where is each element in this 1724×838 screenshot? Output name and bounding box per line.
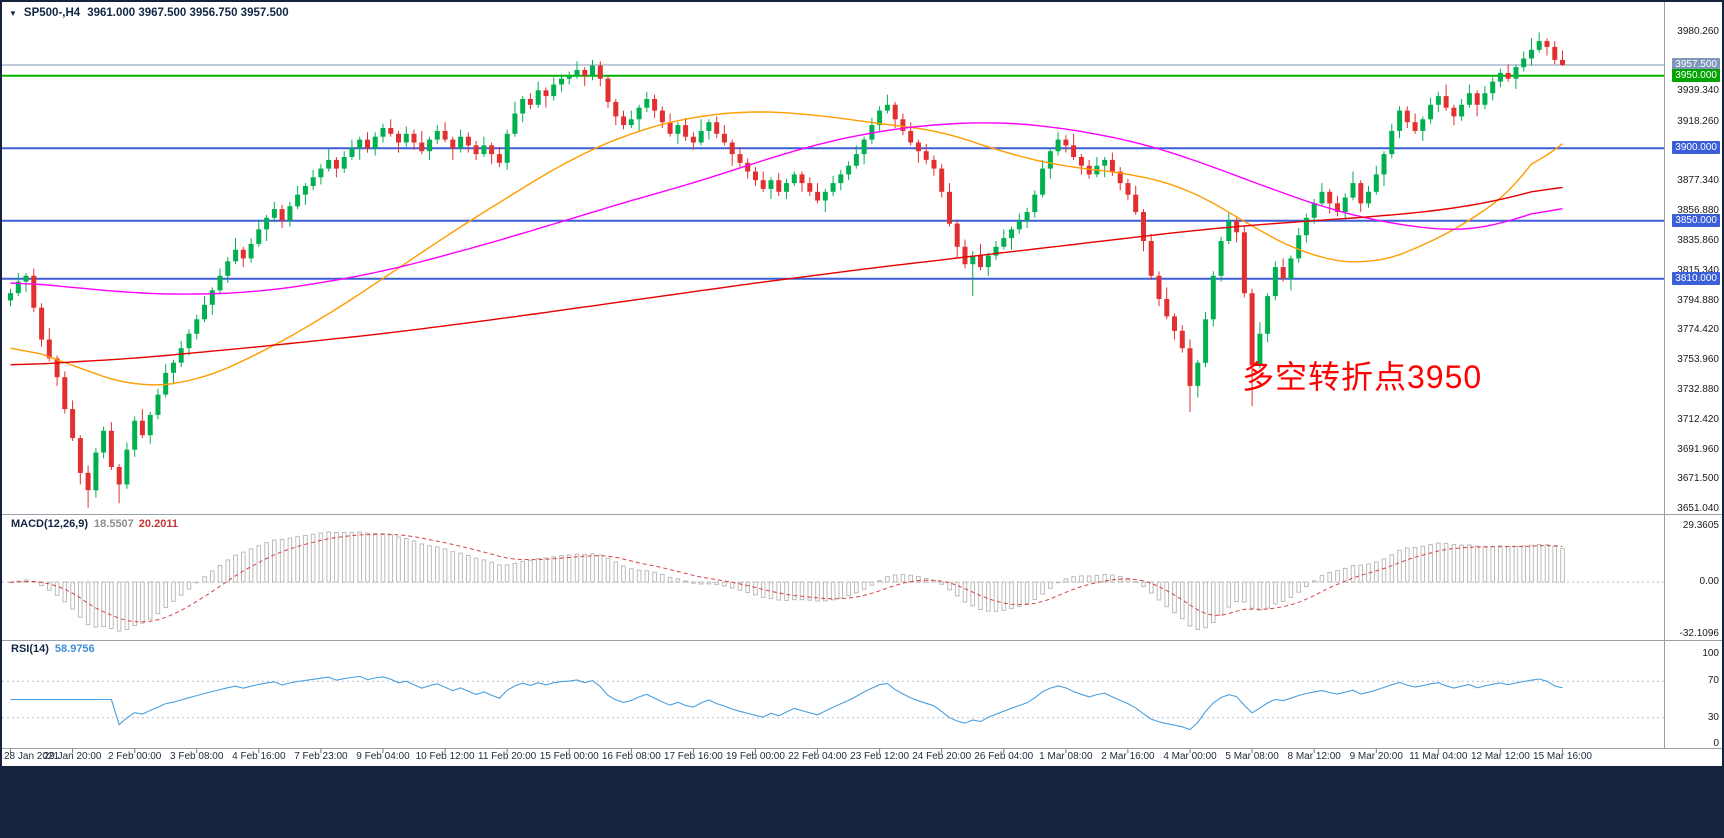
- macd-indicator-header: MACD(12,26,9) 18.5507 20.2011: [11, 518, 178, 530]
- time-axis-label: 29 Jan 20:00: [43, 751, 102, 762]
- axis-label: 29.3605: [1682, 520, 1719, 531]
- time-axis-label: 4 Feb 16:00: [232, 751, 286, 762]
- axis-label: 100: [1702, 648, 1719, 659]
- time-axis-label: 5 Mar 08:00: [1225, 751, 1279, 762]
- axis-label: 3691.960: [1677, 443, 1719, 455]
- time-axis-label: 15 Feb 00:00: [539, 751, 599, 762]
- time-axis-label: 24 Feb 20:00: [912, 751, 972, 762]
- annotation-text: 多空转折点3950: [1242, 359, 1483, 395]
- ma-fast-orange: [10, 111, 1563, 386]
- time-axis-label: 8 Mar 12:00: [1287, 751, 1341, 762]
- axis-label: 3877.340: [1677, 175, 1719, 187]
- ma-slow-red: [10, 186, 1563, 366]
- time-axis-label: 12 Mar 12:00: [1470, 751, 1530, 762]
- price-level-chip[interactable]: 3900.000: [1672, 141, 1720, 155]
- time-axis-label: 28 Jan 2021: [4, 751, 60, 762]
- price-level-chip[interactable]: 3950.000: [1672, 68, 1720, 82]
- time-axis-label: 9 Mar 20:00: [1349, 751, 1403, 762]
- time-axis-label: 10 Feb 12:00: [415, 751, 475, 762]
- axis-label: 3980.260: [1677, 26, 1719, 37]
- macd-histogram: [8, 531, 1565, 632]
- axis-label: -32.1096: [1679, 628, 1719, 639]
- time-axis-label: 4 Mar 00:00: [1163, 751, 1217, 762]
- price-level-chip[interactable]: 3810.000: [1672, 271, 1720, 285]
- macd-signal-line: [10, 533, 1563, 623]
- time-axis[interactable]: 28 Jan 2021 29 Jan 20:00 2 Feb 00:00 3 Feb …: [2, 751, 1722, 767]
- time-axis-label: 22 Feb 04:00: [788, 751, 847, 762]
- price-level-chip[interactable]: 3957.500: [1672, 57, 1720, 71]
- time-axis-label: 3 Feb 08:00: [170, 751, 224, 762]
- axis-label: 3774.420: [1677, 324, 1719, 336]
- candles-layer: [8, 32, 1565, 508]
- axis-label: 30: [1707, 711, 1719, 723]
- time-axis-label: 2 Feb 00:00: [107, 751, 162, 762]
- axis-label: 70: [1707, 675, 1719, 687]
- price-level-chip[interactable]: 3850.000: [1672, 213, 1720, 227]
- rsi-label: RSI(14): [11, 643, 49, 655]
- axis-label: 3671.500: [1677, 473, 1719, 485]
- time-axis-label: 17 Feb 16:00: [663, 751, 723, 762]
- symbol-timeframe-label: SP500-,H4: [23, 7, 81, 19]
- rsi-line: [10, 675, 1563, 731]
- axis-label: 3794.880: [1677, 294, 1719, 306]
- axis-label: 3835.860: [1677, 235, 1719, 247]
- time-axis-label: 2 Mar 16:00: [1101, 751, 1155, 762]
- symbol-header[interactable]: ▼ SP500-,H4 3961.000 3967.500 3956.750 3…: [9, 7, 289, 19]
- time-axis-label: 23 Feb 12:00: [850, 751, 910, 762]
- time-axis-label: 11 Feb 20:00: [478, 751, 537, 762]
- rsi-indicator-header: RSI(14) 58.9756: [11, 643, 95, 655]
- macd-signal-value: 20.2011: [138, 518, 178, 530]
- axis-label: 3753.960: [1677, 353, 1719, 365]
- axis-label: 3815.340: [1677, 264, 1719, 276]
- rsi-value: 58.9756: [54, 643, 95, 655]
- time-axis-label: 26 Feb 04:00: [974, 751, 1034, 762]
- level-lines-layer: [2, 64, 1664, 280]
- ohlc-readout: 3961.000 3967.500 3956.750 3957.500: [87, 7, 289, 19]
- time-axis-label: 9 Feb 04:00: [356, 751, 410, 762]
- axis-label: 0.00: [1699, 576, 1719, 588]
- macd-label: MACD(12,26,9): [11, 518, 89, 530]
- ma-medium-magenta: [10, 122, 1563, 295]
- axis-label: 3712.420: [1677, 414, 1719, 426]
- axis-label: 3732.880: [1677, 384, 1719, 396]
- macd-main-value: 18.5507: [94, 518, 134, 530]
- time-axis-label: 16 Feb 08:00: [601, 751, 661, 762]
- time-axis-label: 19 Feb 00:00: [725, 751, 785, 762]
- time-axis-label: 15 Mar 16:00: [1533, 751, 1592, 762]
- axis-label: 3939.340: [1677, 85, 1719, 97]
- axis-label: 3651.040: [1677, 503, 1719, 514]
- window-bottom-bar: [2, 766, 1722, 836]
- axis-label: 3856.880: [1677, 204, 1719, 216]
- price-axis[interactable]: 3980.260 3939.340 3918.260 3877.340 3856.880…: [1665, 2, 1722, 770]
- time-axis-label: 7 Feb 23:00: [294, 751, 348, 762]
- axis-label: 0: [1713, 738, 1719, 749]
- time-axis-label: 11 Mar 04:00: [1409, 751, 1468, 762]
- time-axis-label: 1 Mar 08:00: [1039, 751, 1093, 762]
- dropdown-icon[interactable]: ▼: [9, 8, 17, 18]
- axis-label: 3918.260: [1677, 115, 1719, 127]
